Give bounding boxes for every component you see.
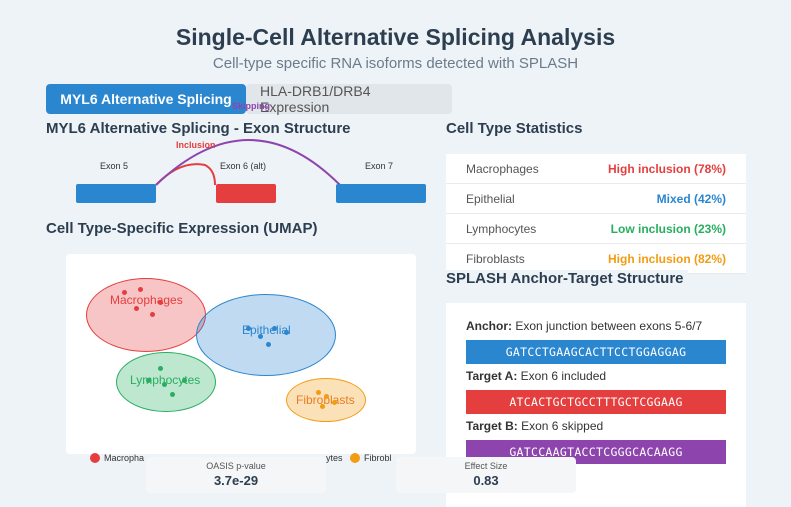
splash-panel: Anchor: Exon junction between exons 5-6/… <box>446 303 746 507</box>
exon-7-block <box>336 184 426 203</box>
legend-fibroblasts: Fibrobl <box>350 453 392 463</box>
cell-dot <box>122 290 127 295</box>
cell-dot <box>158 366 163 371</box>
skipping-arc <box>155 139 341 186</box>
stat-row: Lymphocytes Low inclusion (23%) <box>446 214 746 244</box>
legend-dot-icon <box>90 453 100 463</box>
cell-dot <box>150 312 155 317</box>
legend-macrophages: Macropha <box>90 453 144 463</box>
cell-dot <box>134 306 139 311</box>
cell-dot <box>162 382 167 387</box>
cell-dot <box>182 378 187 383</box>
exon-7-label: Exon 7 <box>365 161 394 171</box>
target-a-description: Target A: Exon 6 included <box>466 369 607 383</box>
exon-6-label: Exon 6 (alt) <box>220 161 267 171</box>
metric-oasis: OASIS p-value 3.7e-29 <box>146 457 326 493</box>
inclusion-label: Inclusion <box>176 140 216 150</box>
umap-plot: Macrophages Epithelial Lymphocytes Fibro… <box>66 254 416 454</box>
cluster-label-epithelial: Epithelial <box>242 323 291 337</box>
cluster-label-macrophages: Macrophages <box>110 293 183 307</box>
cell-dot <box>246 326 251 331</box>
cell-dot <box>138 287 143 292</box>
cell-dot <box>158 300 163 305</box>
legend-lymphocytes: ytes <box>326 453 343 463</box>
legend-dot-icon <box>350 453 360 463</box>
target-b-description: Target B: Exon 6 skipped <box>466 419 604 433</box>
cell-dot <box>284 330 289 335</box>
cell-dot <box>316 390 321 395</box>
cluster-label-lymphocytes: Lymphocytes <box>130 373 201 387</box>
stats-table: Macrophages High inclusion (78%) Epithel… <box>446 154 746 274</box>
exon-5-block <box>76 184 156 203</box>
cell-dot <box>146 378 151 383</box>
target-a-sequence: ATCACTGCTGCCTTTGCTCGGAAG <box>466 390 726 414</box>
cluster-label-fibroblasts: Fibroblasts <box>296 393 355 407</box>
exon-structure-heading: MYL6 Alternative Splicing - Exon Structu… <box>46 120 351 137</box>
cell-dot <box>332 400 337 405</box>
page-subtitle: Cell-type specific RNA isoforms detected… <box>212 55 579 72</box>
stat-row: Epithelial Mixed (42%) <box>446 184 746 214</box>
page-title: Single-Cell Alternative Splicing Analysi… <box>175 24 616 50</box>
tab-hla[interactable]: HLA-DRB1/DRB4 Expression <box>246 83 452 115</box>
inclusion-arc <box>155 163 216 186</box>
cell-dot <box>320 404 325 409</box>
stats-heading: Cell Type Statistics <box>446 120 583 137</box>
anchor-description: Anchor: Exon junction between exons 5-6/… <box>466 319 703 333</box>
cell-dot <box>324 394 329 399</box>
exon-6-block <box>216 184 276 203</box>
cell-dot <box>272 326 277 331</box>
stat-row: Macrophages High inclusion (78%) <box>446 154 746 184</box>
exon-5-label: Exon 5 <box>100 161 129 171</box>
cluster-fibroblasts <box>286 378 366 422</box>
tab-myl6[interactable]: MYL6 Alternative Splicing <box>46 84 246 114</box>
umap-heading: Cell Type-Specific Expression (UMAP) <box>46 220 318 237</box>
skipping-label: Skipping <box>232 101 270 111</box>
splash-heading: SPLASH Anchor-Target Structure <box>446 270 688 287</box>
anchor-sequence: GATCCTGAAGCACTTCCTGGAGGAG <box>466 340 726 364</box>
cluster-epithelial <box>196 294 336 376</box>
cluster-macrophages <box>86 278 206 352</box>
cell-dot <box>258 334 263 339</box>
metric-effect-size: Effect Size 0.83 <box>396 457 576 493</box>
cell-dot <box>170 392 175 397</box>
cell-dot <box>266 342 271 347</box>
